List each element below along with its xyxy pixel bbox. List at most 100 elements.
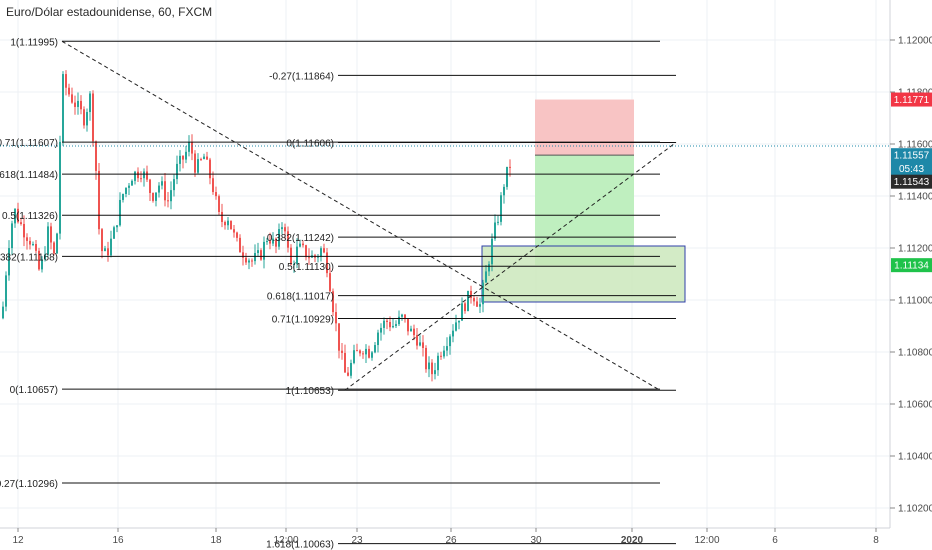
candle-body xyxy=(506,166,508,187)
fib-level-label: 0(1.11606) xyxy=(286,138,334,149)
price-tick-label: 1.11000 xyxy=(898,296,932,307)
candle-body xyxy=(398,316,400,325)
price-tick-label: 1.10400 xyxy=(898,452,932,463)
candle-body xyxy=(128,185,130,188)
price-tick-label: 1.12000 xyxy=(898,36,932,47)
candle-body xyxy=(362,353,364,355)
candle-body xyxy=(269,241,271,244)
price-badge-label: 1.11134 xyxy=(894,261,929,272)
candle-body xyxy=(509,166,511,168)
candle-body xyxy=(101,229,103,252)
price-tick-label: 1.11200 xyxy=(898,244,932,255)
position-zones xyxy=(481,99,686,303)
candle-body xyxy=(11,223,13,249)
candle-body xyxy=(23,223,25,238)
fib-level-label: -0.27(1.10296) xyxy=(0,479,58,490)
time-tick-label: 6 xyxy=(772,535,778,546)
candle-body xyxy=(425,347,427,370)
candle-body xyxy=(80,100,82,110)
price-badge-label: 1.11771 xyxy=(894,95,930,106)
candle-body xyxy=(338,323,340,351)
candle-body xyxy=(392,325,394,328)
candle-body xyxy=(188,142,190,152)
time-axis[interactable]: 12 16 18 12:00 23 26 30 2020 12:00 6 8 xyxy=(12,528,879,546)
candle-body xyxy=(146,171,148,180)
chart-title: Euro/Dólar estadounidense, 60, FXCM xyxy=(6,5,212,19)
candle-body xyxy=(449,336,451,347)
fib-level-label: 0(1.10657) xyxy=(10,385,58,396)
candle-body xyxy=(488,264,490,272)
time-tick-label: 18 xyxy=(210,535,222,546)
candle-body xyxy=(143,171,145,179)
candle-body xyxy=(380,327,382,333)
candle-body xyxy=(485,271,487,283)
price-badge-label: 1.11557 xyxy=(894,151,930,162)
candle-body xyxy=(119,199,121,226)
candle-body xyxy=(50,226,52,243)
price-badge xyxy=(891,174,932,189)
price-badge-label: 1.11543 xyxy=(894,177,930,188)
candle-body xyxy=(374,345,376,353)
candle-body xyxy=(83,109,85,126)
price-badge xyxy=(891,161,932,176)
candle-body xyxy=(161,181,163,186)
candle-body xyxy=(89,93,91,113)
candle-body xyxy=(44,254,46,260)
candle-body xyxy=(122,194,124,200)
fib-level-label: 0.71(1.11607) xyxy=(0,138,58,149)
candle-body xyxy=(458,320,460,323)
candle-body xyxy=(233,229,235,233)
candle-body xyxy=(302,243,304,246)
candle-body xyxy=(98,170,100,230)
candle-body xyxy=(197,159,199,173)
candle-body xyxy=(155,192,157,201)
candle-body xyxy=(368,348,370,358)
candle-body xyxy=(317,256,319,258)
candle-body xyxy=(8,248,10,276)
candle-body xyxy=(230,220,232,230)
plot-area[interactable] xyxy=(0,0,890,528)
candle-body xyxy=(503,186,505,196)
candle-body xyxy=(353,350,355,363)
fib-level-label: 0.382(1.11242) xyxy=(267,233,334,244)
price-badges: 1.11771 1.11557 05:43 1.11543 1.11134 xyxy=(891,92,932,273)
candle-body xyxy=(419,342,421,346)
candle-body xyxy=(410,328,412,332)
candle-body xyxy=(266,241,268,243)
candle-body xyxy=(92,93,94,142)
candle-body xyxy=(272,238,274,244)
candle-body xyxy=(134,171,136,181)
fib-level-label: 0.5(1.11326) xyxy=(2,211,58,222)
candle-body xyxy=(215,192,217,197)
candle-body xyxy=(395,324,397,326)
price-axis[interactable]: 1.120001.118001.116001.114001.112001.110… xyxy=(890,36,932,515)
price-badge-label: 05:43 xyxy=(899,164,924,175)
time-tick-label: 8 xyxy=(873,535,879,546)
candle-body xyxy=(248,260,250,263)
time-tick-label: 23 xyxy=(351,535,363,546)
candle-body xyxy=(254,253,256,262)
price-tick-label: 1.10800 xyxy=(898,348,932,359)
candle-body xyxy=(278,229,280,247)
candle-body xyxy=(431,362,433,375)
candle-body xyxy=(464,303,466,312)
candle-body xyxy=(203,156,205,160)
fib-level-label: 1(1.11995) xyxy=(10,37,58,48)
fib-trend-line-up xyxy=(344,142,677,391)
candle-body xyxy=(332,291,334,313)
candle-body xyxy=(149,179,151,193)
candle-body xyxy=(416,335,418,346)
candle-body xyxy=(86,112,88,126)
candle-body xyxy=(56,233,58,254)
candle-body xyxy=(152,192,154,201)
price-badge xyxy=(891,258,932,273)
candle-body xyxy=(17,208,19,223)
fib-level-label: 1(1.10653) xyxy=(286,386,334,397)
candle-body xyxy=(221,211,223,222)
fib-level-label: 0.71(1.10929) xyxy=(272,314,334,325)
candle-body xyxy=(227,220,229,226)
candle-body xyxy=(365,348,367,355)
candle-body xyxy=(113,227,115,239)
candle-body xyxy=(68,87,70,95)
